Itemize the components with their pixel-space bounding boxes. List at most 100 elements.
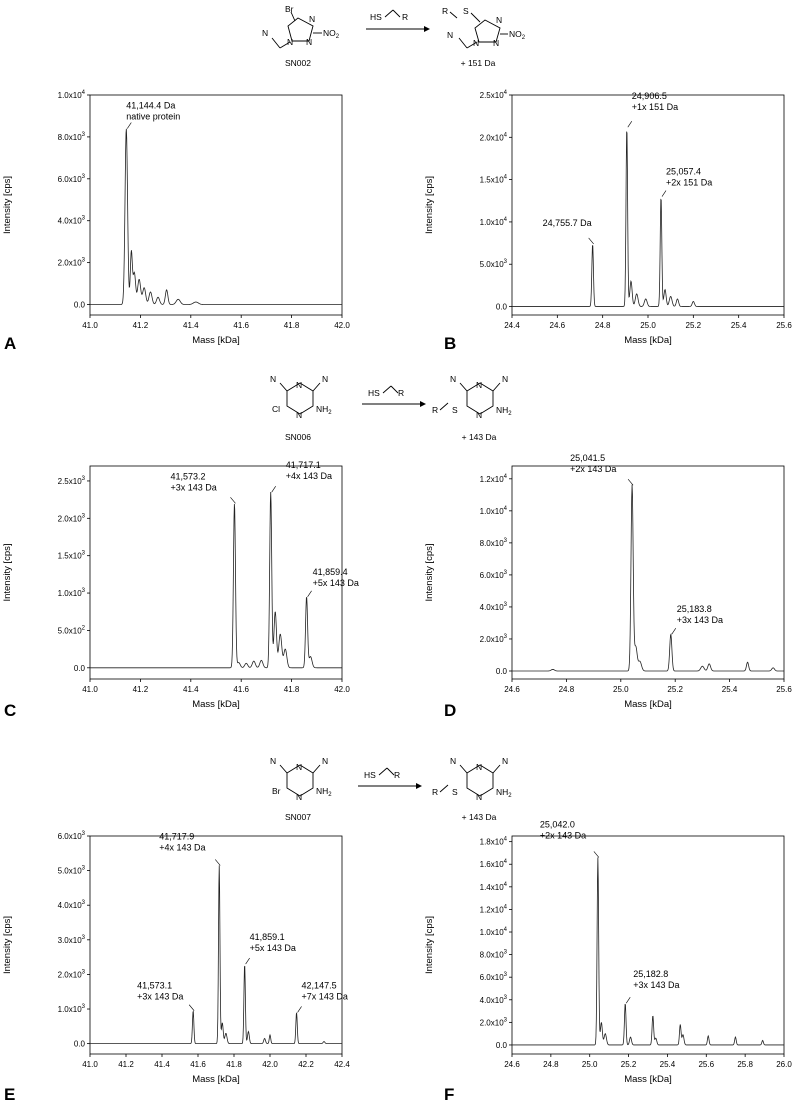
peak-annotation: +2x 143 Da xyxy=(570,464,616,474)
scheme-1-product-atom: N xyxy=(496,15,502,25)
y-tick-label: 4.0x103 xyxy=(58,900,86,910)
x-tick-label: 41.2 xyxy=(118,1060,134,1069)
spectrum-trace xyxy=(90,865,342,1045)
scheme-2-reactant: N N N N Cl NH2 xyxy=(270,374,332,420)
scheme-2-product-structure: N N N N R S NH2 xyxy=(432,374,512,420)
scheme-1: Br N N N NO2 N HS R R S N N N xyxy=(262,4,526,68)
x-tick-label: 25.6 xyxy=(776,685,792,694)
scheme-1-reagent-atom: R xyxy=(402,12,408,22)
scheme-3: N N N N Br NH2 HS R N N N N R S NH2 xyxy=(270,756,512,822)
scheme-2-reagent: HS R xyxy=(362,385,426,407)
annotation-leader xyxy=(214,859,221,866)
peak-annotation: 42,147.5 xyxy=(302,980,337,990)
y-tick-label: 5.0x103 xyxy=(58,866,86,876)
plot-frame xyxy=(511,465,785,680)
scheme-2-reactant-atom: N xyxy=(270,374,276,384)
spectrum-trace xyxy=(512,131,784,307)
y-tick-label: 5.0x102 xyxy=(58,625,86,635)
scheme-2: N N N N Cl NH2 HS R N N N N R S NH2 xyxy=(270,374,512,442)
peak-annotation: 41,717.9 xyxy=(159,831,194,841)
x-tick-label: 25.4 xyxy=(660,1060,676,1069)
y-tick-label: 4.0x103 xyxy=(480,602,508,612)
x-tick-label: 24.8 xyxy=(595,321,611,330)
peak-annotation: 25,041.5 xyxy=(570,453,605,463)
scheme-2-reagent-atom: HS xyxy=(368,388,380,398)
spectrum-trace xyxy=(90,492,342,669)
annotation-leader xyxy=(127,122,132,129)
y-tick-label: 1.2x104 xyxy=(480,904,508,914)
x-tick-label: 41.0 xyxy=(82,321,98,330)
annotation-leader xyxy=(297,1006,302,1013)
panel-f-chart: 24.6 24.8 25.0 25.2 25.4 25.6 25.8 26.0 0.0 2.0x1… xyxy=(424,819,792,1102)
plot-frame xyxy=(89,94,343,316)
x-tick-label: 24.6 xyxy=(504,685,520,694)
x-tick-label: 41.2 xyxy=(133,321,149,330)
x-tick-label: 41.8 xyxy=(284,685,300,694)
panel-letter: A xyxy=(4,334,16,353)
peak-annotation: 41,717.1 xyxy=(286,460,321,470)
y-tick-label: 1.0x103 xyxy=(58,588,86,598)
x-tick-label: 24.8 xyxy=(543,1060,559,1069)
annotation-leader xyxy=(627,120,633,128)
peak-annotation: +2x 143 Da xyxy=(540,830,586,840)
x-tick-label: 24.4 xyxy=(504,321,520,330)
y-tick-label: 6.0x103 xyxy=(480,570,508,580)
panel-e-chart: 41.0 41.2 41.4 41.6 41.8 42.0 42.2 42.4 0.0 1.0x1… xyxy=(2,831,350,1102)
scheme-2-product-atom: NH2 xyxy=(496,405,512,417)
y-axis-label: Intensity [cps] xyxy=(424,176,435,234)
scheme-2-reagent-atom: R xyxy=(398,388,404,398)
y-tick-label: 1.6x104 xyxy=(480,859,508,869)
scheme-2-product-atom: N xyxy=(450,374,456,384)
y-tick-label: 8.0x103 xyxy=(480,950,508,960)
panel-c-chart: 41.0 41.2 41.4 41.6 41.8 42.0 0.0 5.0x102 1.0x10… xyxy=(2,460,359,720)
x-tick-label: 25.4 xyxy=(722,685,738,694)
peak-annotation: 41,573.1 xyxy=(137,981,172,991)
panel-letter: F xyxy=(444,1085,454,1102)
scheme-1-reactant: Br N N N NO2 N xyxy=(262,4,340,49)
annotation-leader xyxy=(627,479,634,486)
y-tick-label: 1.0x104 xyxy=(480,217,508,227)
x-tick-label: 41.8 xyxy=(226,1060,242,1069)
peak-annotation: +5x 143 Da xyxy=(313,578,359,588)
x-tick-label: 25.8 xyxy=(737,1060,753,1069)
annotation-leader xyxy=(588,237,594,245)
x-tick-label: 42.2 xyxy=(298,1060,314,1069)
y-tick-label: 2.0x103 xyxy=(58,513,86,523)
x-tick-label: 41.0 xyxy=(82,1060,98,1069)
product-shift-label-2: + 143 Da xyxy=(462,432,497,442)
y-tick-label: 2.0x103 xyxy=(58,969,86,979)
annotation-leader xyxy=(625,997,631,1004)
panel-b-chart: 24.4 24.6 24.8 25.0 25.2 25.4 25.6 0.0 5.0x103 1.… xyxy=(424,90,792,353)
annotation-leader xyxy=(593,851,600,858)
y-tick-label: 5.0x103 xyxy=(480,259,508,269)
x-tick-label: 41.6 xyxy=(190,1060,206,1069)
scheme-3-reactant-atom: N xyxy=(296,762,302,772)
scheme-1-product-atom: R xyxy=(442,6,448,16)
scheme-3-product-atom: NH2 xyxy=(496,787,512,799)
plot-frame xyxy=(511,835,785,1055)
x-tick-label: 25.0 xyxy=(582,1060,598,1069)
x-tick-label: 42.4 xyxy=(334,1060,350,1069)
peak-annotation: 25,057.4 xyxy=(666,167,701,177)
y-tick-label: 1.8x104 xyxy=(480,837,508,847)
product-shift-label-3: + 143 Da xyxy=(462,812,497,822)
y-tick-label: 1.0x104 xyxy=(480,506,508,516)
y-tick-label: 2.5x103 xyxy=(58,476,86,486)
spectrum-trace xyxy=(512,857,784,1046)
scheme-3-product-atom: R xyxy=(432,787,438,797)
y-tick-label: 0.0 xyxy=(74,1040,86,1049)
peak-annotation: +3x 143 Da xyxy=(633,980,679,990)
y-tick-label: 1.0x104 xyxy=(58,90,86,100)
scheme-2-reactant-atom: Cl xyxy=(272,404,280,414)
compound-label-sn007: SN007 xyxy=(285,812,311,822)
plot-frame xyxy=(89,465,343,680)
y-tick-label: 4.0x103 xyxy=(480,995,508,1005)
scheme-3-reagent: HS R xyxy=(358,767,422,789)
x-axis-label: Mass [kDa] xyxy=(624,1074,672,1085)
annotation-leader xyxy=(230,497,236,504)
product-shift-label-1: + 151 Da xyxy=(461,58,496,68)
y-tick-label: 1.0x104 xyxy=(480,927,508,937)
y-tick-label: 2.0x104 xyxy=(480,132,508,142)
panel-letter: E xyxy=(4,1085,15,1102)
scheme-3-product-atom: N xyxy=(476,792,482,802)
